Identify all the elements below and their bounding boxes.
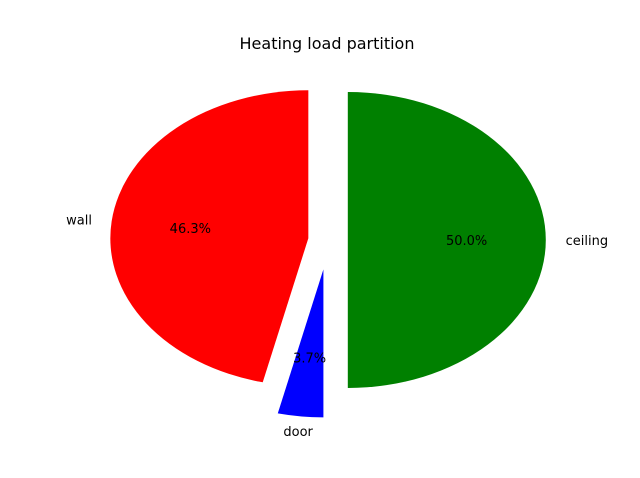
slice-label-ceiling: ceiling: [566, 234, 608, 249]
slice-percent-door: 3.7%: [293, 352, 326, 367]
pie-slice-ceiling: [347, 92, 546, 388]
pie-slices: wall 46.3% door 3.7% ceiling 50.0%: [66, 90, 608, 440]
slice-label-wall: wall: [66, 213, 92, 228]
slice-percent-wall: 46.3%: [170, 222, 211, 237]
chart-title: Heating load partition: [240, 34, 415, 53]
slice-percent-ceiling: 50.0%: [446, 234, 487, 249]
pie-slice-wall: [110, 90, 309, 383]
slice-label-door: door: [283, 425, 313, 440]
pie-slice-door: [277, 269, 324, 418]
